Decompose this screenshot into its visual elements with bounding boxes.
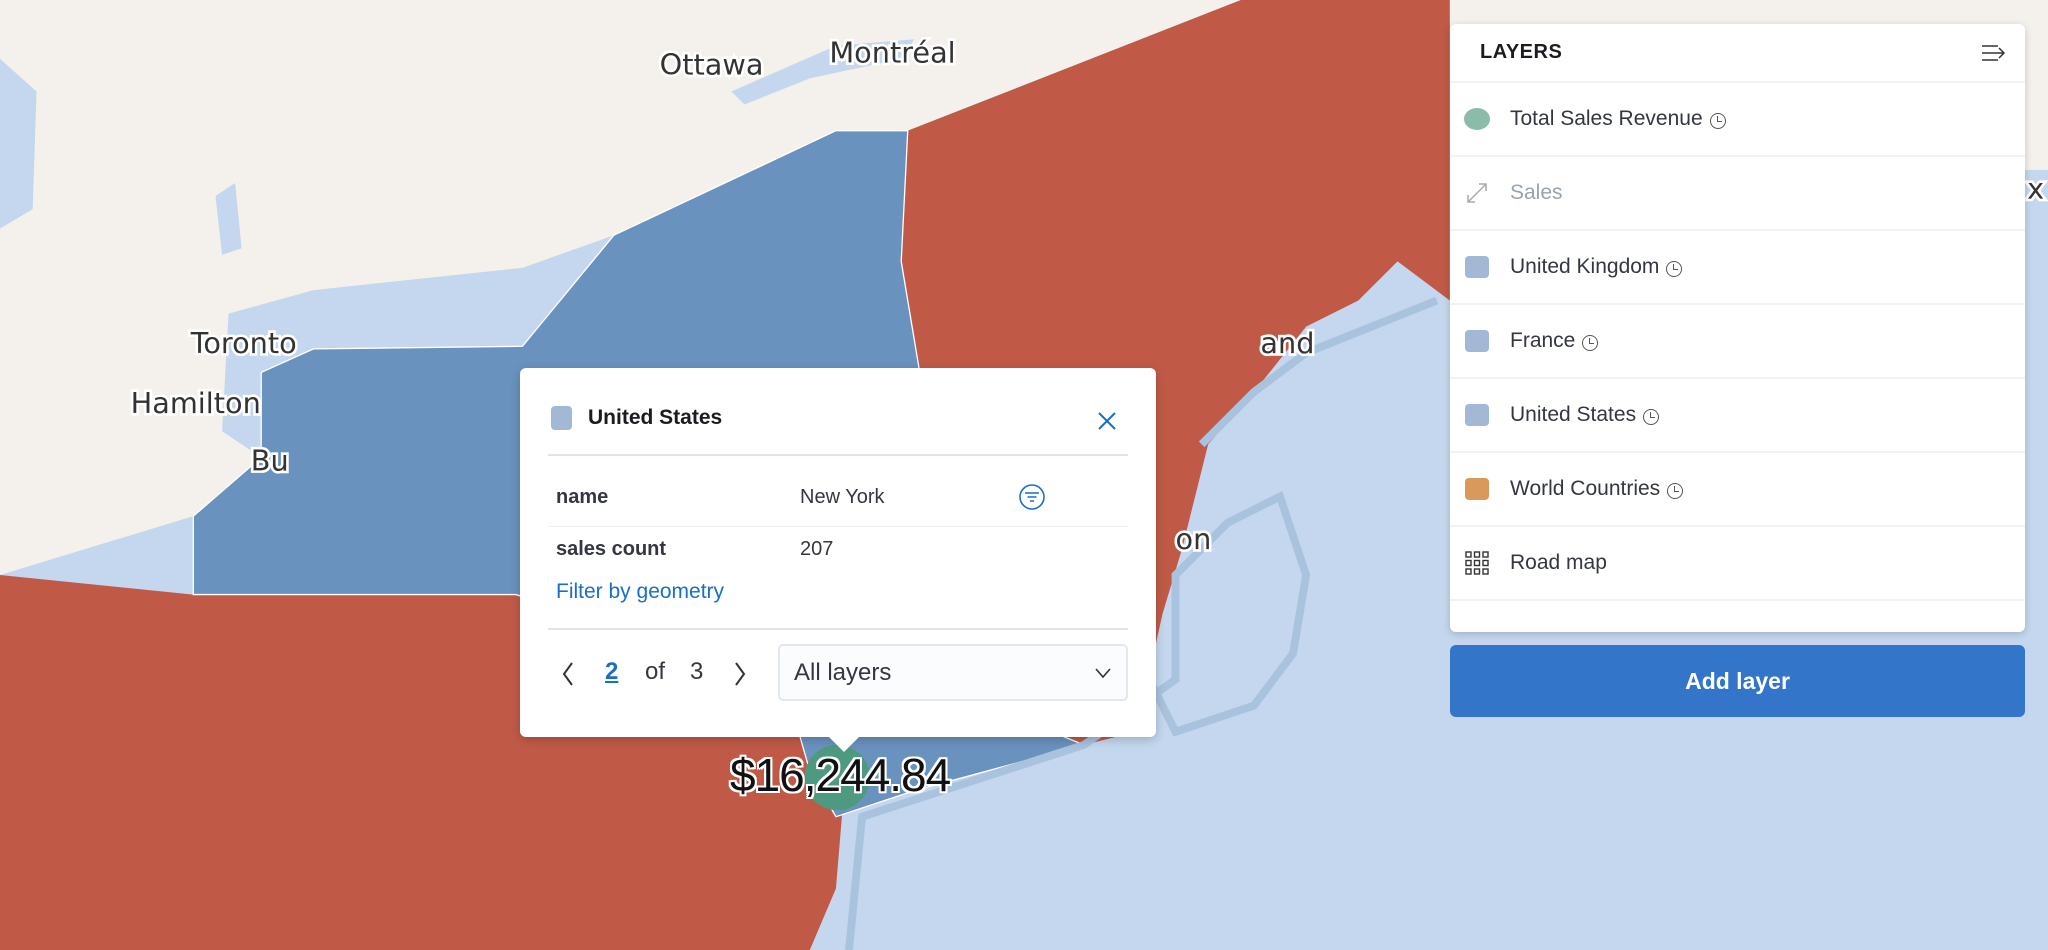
layers-panel: LAYERS Total Sales Revenue Sales United … — [1450, 24, 2025, 632]
river — [731, 39, 915, 105]
property-value: New York — [800, 486, 885, 508]
layer-road-map[interactable]: Road map — [1450, 527, 2025, 601]
total-pages: 3 — [690, 658, 704, 685]
collapse-right-icon[interactable] — [1981, 43, 2007, 63]
close-icon[interactable] — [1094, 408, 1120, 434]
city-fragment-and: and — [1260, 326, 1314, 360]
layer-label: United Kingdom — [1510, 255, 1660, 278]
layer-select-value: All layers — [794, 658, 892, 686]
layer-france[interactable]: France — [1450, 305, 2025, 379]
property-value: 207 — [800, 538, 834, 560]
page-of: of — [645, 658, 666, 685]
chevron-left-icon[interactable] — [560, 660, 576, 688]
coast-outline-2 — [1198, 296, 1439, 448]
clock-icon — [1667, 483, 1684, 499]
layer-label: Road map — [1510, 551, 1607, 574]
square-swatch-icon — [1465, 256, 1489, 278]
clock-icon — [1666, 261, 1683, 277]
city-montreal: Montréal — [829, 36, 955, 70]
city-ottawa: Ottawa — [660, 47, 764, 81]
sales-revenue-marker[interactable] — [804, 744, 870, 811]
square-swatch-icon — [1465, 330, 1489, 352]
feature-tooltip: United States name New York sales count … — [520, 368, 1156, 752]
lake-simcoe — [215, 182, 242, 255]
tooltip-title: United States — [588, 406, 723, 429]
divider — [548, 454, 1128, 456]
city-buffalo: Bu — [251, 443, 289, 477]
city-hamilton: Hamilton — [131, 386, 261, 420]
city-toronto: Toronto — [190, 326, 297, 360]
chevron-right-icon[interactable] — [732, 660, 748, 688]
filter-icon[interactable] — [1018, 483, 1046, 511]
add-layer-button[interactable]: Add layer — [1450, 645, 2025, 717]
square-swatch-icon — [1465, 478, 1489, 500]
layer-label: Total Sales Revenue — [1510, 107, 1703, 130]
property-key: sales count — [556, 538, 667, 560]
layer-total-sales-revenue[interactable]: Total Sales Revenue — [1450, 83, 2025, 157]
layer-label: Sales — [1510, 181, 1563, 204]
layer-label: United States — [1510, 403, 1637, 426]
layer-swatch-icon — [551, 406, 572, 430]
layer-select[interactable]: All layers — [778, 644, 1128, 701]
layer-label: France — [1510, 329, 1576, 352]
layer-united-states[interactable]: United States — [1450, 379, 2025, 453]
clock-icon — [1582, 335, 1599, 351]
square-swatch-icon — [1465, 404, 1489, 426]
clock-icon — [1709, 113, 1726, 129]
layer-sales[interactable]: Sales — [1450, 157, 2025, 231]
lake-left — [0, 58, 37, 229]
clock-icon — [1643, 409, 1660, 425]
layer-label: World Countries — [1510, 477, 1661, 500]
layer-united-kingdom[interactable]: United Kingdom — [1450, 231, 2025, 305]
resize-icon — [1467, 183, 1487, 203]
layers-title: LAYERS — [1480, 41, 1563, 63]
layer-world-countries[interactable]: World Countries — [1450, 453, 2025, 527]
city-fragment-x: x — [2027, 172, 2044, 206]
current-page[interactable]: 2 — [605, 658, 619, 685]
city-fragment-on: on — [1176, 522, 1212, 556]
property-key: name — [556, 486, 609, 508]
filter-by-geometry-link[interactable]: Filter by geometry — [556, 580, 725, 603]
circle-swatch-icon — [1464, 108, 1490, 130]
divider — [548, 628, 1128, 630]
coast-outline — [845, 491, 1311, 950]
chevron-down-icon — [1095, 667, 1111, 678]
sales-revenue-label: $16,244.84 — [730, 749, 951, 801]
divider — [548, 526, 1128, 527]
grid-icon — [1465, 551, 1489, 575]
